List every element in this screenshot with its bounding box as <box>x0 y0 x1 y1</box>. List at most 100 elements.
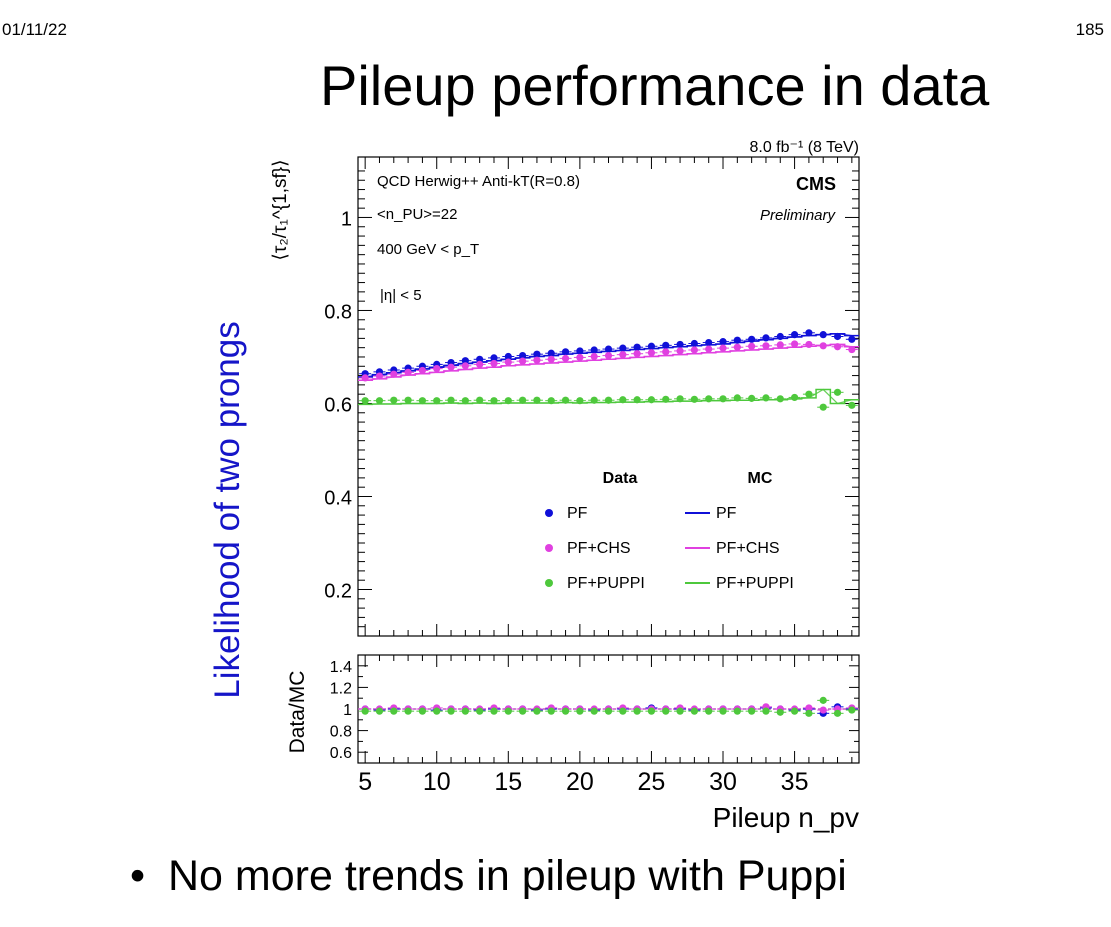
ratio-point-pf-chs <box>805 704 813 712</box>
ratio-point-pf-puppi <box>719 707 727 715</box>
ratio-point-pf-puppi <box>404 707 412 715</box>
data-point-pf-chs <box>390 370 398 378</box>
data-point-pf-puppi <box>390 396 398 404</box>
legend-data-label: PF <box>567 505 588 522</box>
data-point-pf <box>662 341 670 349</box>
data-point-pf-chs <box>504 358 512 366</box>
slide-date: 01/11/22 <box>2 20 67 39</box>
ratio-point-pf-puppi <box>433 707 441 715</box>
data-point-pf <box>619 344 627 352</box>
ratio-point-pf-puppi <box>418 707 427 715</box>
ratio-point-pf-puppi <box>476 707 484 715</box>
legend-data-marker-pf <box>545 509 553 517</box>
preliminary-label: Preliminary <box>760 207 837 224</box>
x-tick-label: 25 <box>638 768 666 796</box>
data-point-pf <box>461 357 469 365</box>
legend-data-marker-pf-puppi <box>545 579 553 587</box>
data-point-pf-chs <box>604 351 613 360</box>
x-tick-label: 10 <box>423 768 451 796</box>
data-point-pf-chs <box>662 348 670 356</box>
data-point-pf <box>604 345 613 353</box>
data-point-pf-chs <box>447 363 455 371</box>
data-point-pf-chs <box>404 368 412 376</box>
data-point-pf <box>561 348 570 356</box>
data-point-pf <box>676 340 684 349</box>
data-point-pf-puppi <box>476 396 484 404</box>
data-point-pf-chs <box>676 347 684 355</box>
data-point-pf-chs <box>519 357 527 365</box>
ratio-point-pf-puppi <box>361 707 369 715</box>
x-tick-label: 30 <box>709 768 737 796</box>
data-point-pf-puppi <box>676 395 684 403</box>
data-point-pf-chs <box>647 349 656 357</box>
data-point-pf <box>519 351 527 360</box>
data-point-pf-puppi <box>790 393 799 402</box>
data-point-pf-chs <box>748 342 756 350</box>
data-point-pf-puppi <box>748 394 756 402</box>
ratio-point-pf-puppi <box>647 707 656 715</box>
data-point-pf <box>476 355 484 363</box>
bullet-text: No more trends in pileup with Puppi <box>168 852 847 900</box>
ratio-point-pf-puppi <box>519 707 527 715</box>
data-point-pf-puppi <box>619 396 627 404</box>
data-point-pf-chs <box>848 345 856 354</box>
data-point-pf <box>805 329 813 337</box>
ratio-y-tick-label: 1 <box>343 702 352 719</box>
ratio-point-pf-puppi <box>619 707 627 715</box>
y-tick-label: 0.6 <box>324 394 352 416</box>
data-point-pf-puppi <box>418 397 427 405</box>
data-point-pf <box>748 335 756 343</box>
data-point-pf-puppi <box>519 396 527 404</box>
ratio-point-pf-puppi <box>447 707 455 715</box>
slide-title: Pileup performance in data <box>320 54 990 117</box>
ratio-y-tick-label: 1.4 <box>330 659 352 676</box>
ratio-point-pf-puppi <box>375 707 384 715</box>
data-point-pf-puppi <box>705 395 713 403</box>
ratio-point-pf-puppi <box>690 707 698 715</box>
ratio-point-pf-puppi <box>676 707 684 715</box>
data-point-pf-chs <box>418 366 427 375</box>
y-tick-label: 0.8 <box>324 301 352 323</box>
data-point-pf-chs <box>719 344 727 352</box>
cms-label: CMS <box>796 174 836 194</box>
data-point-pf-puppi <box>504 397 512 405</box>
ratio-y-tick-label: 0.8 <box>330 724 352 741</box>
ratio-point-pf-puppi <box>762 707 770 715</box>
main-plot-frame <box>357 156 860 637</box>
ratio-point-pf-puppi <box>748 707 756 715</box>
ratio-point-pf-puppi <box>848 706 856 714</box>
x-axis-title: Pileup n_pv <box>713 802 859 833</box>
bullet-point: • No more trends in pileup with Puppi <box>130 852 847 901</box>
y-axis-title: ⟨τ₂/τ₁^{1,sf}⟩ <box>270 159 291 260</box>
legend-data-label: PF+CHS <box>567 540 631 557</box>
data-point-pf-puppi <box>533 396 541 404</box>
bullet-dot: • <box>130 852 146 900</box>
y-tick-label: 1 <box>341 208 352 230</box>
annotation-eta: |η| < 5 <box>380 287 422 304</box>
ratio-y-tick-label: 1.2 <box>330 680 352 697</box>
data-point-pf-chs <box>805 340 813 349</box>
ratio-point-pf-chs <box>819 706 827 714</box>
ratio-y-axis-title: Data/MC <box>286 671 309 754</box>
data-point-pf-puppi <box>590 396 598 404</box>
ratio-point-pf-puppi <box>576 707 584 715</box>
data-point-pf-puppi <box>776 395 784 403</box>
chart-labels: QCD Herwig++ Anti-kT(R=0.8) <n_PU>=22 400 … <box>270 139 859 833</box>
x-tick-label: 35 <box>781 768 809 796</box>
data-point-pf-chs <box>733 343 741 351</box>
ratio-y-tick-label: 0.6 <box>330 745 352 762</box>
data-point-pf-chs <box>833 343 842 351</box>
data-point-pf <box>547 349 555 357</box>
ratio-point-pf-puppi <box>561 707 570 715</box>
data-point-pf-chs <box>476 360 484 369</box>
data-point-pf-chs <box>375 372 384 380</box>
x-tick-label: 5 <box>358 768 372 796</box>
data-point-pf-puppi <box>404 396 412 404</box>
data-point-pf-puppi <box>490 397 498 405</box>
data-point-pf-puppi <box>762 394 770 402</box>
data-point-pf-chs <box>762 342 770 350</box>
data-point-pf-chs <box>490 359 498 368</box>
data-point-pf-chs <box>576 353 584 362</box>
ratio-point-pf-puppi <box>819 696 827 704</box>
ratio-point-pf-puppi <box>790 707 799 715</box>
